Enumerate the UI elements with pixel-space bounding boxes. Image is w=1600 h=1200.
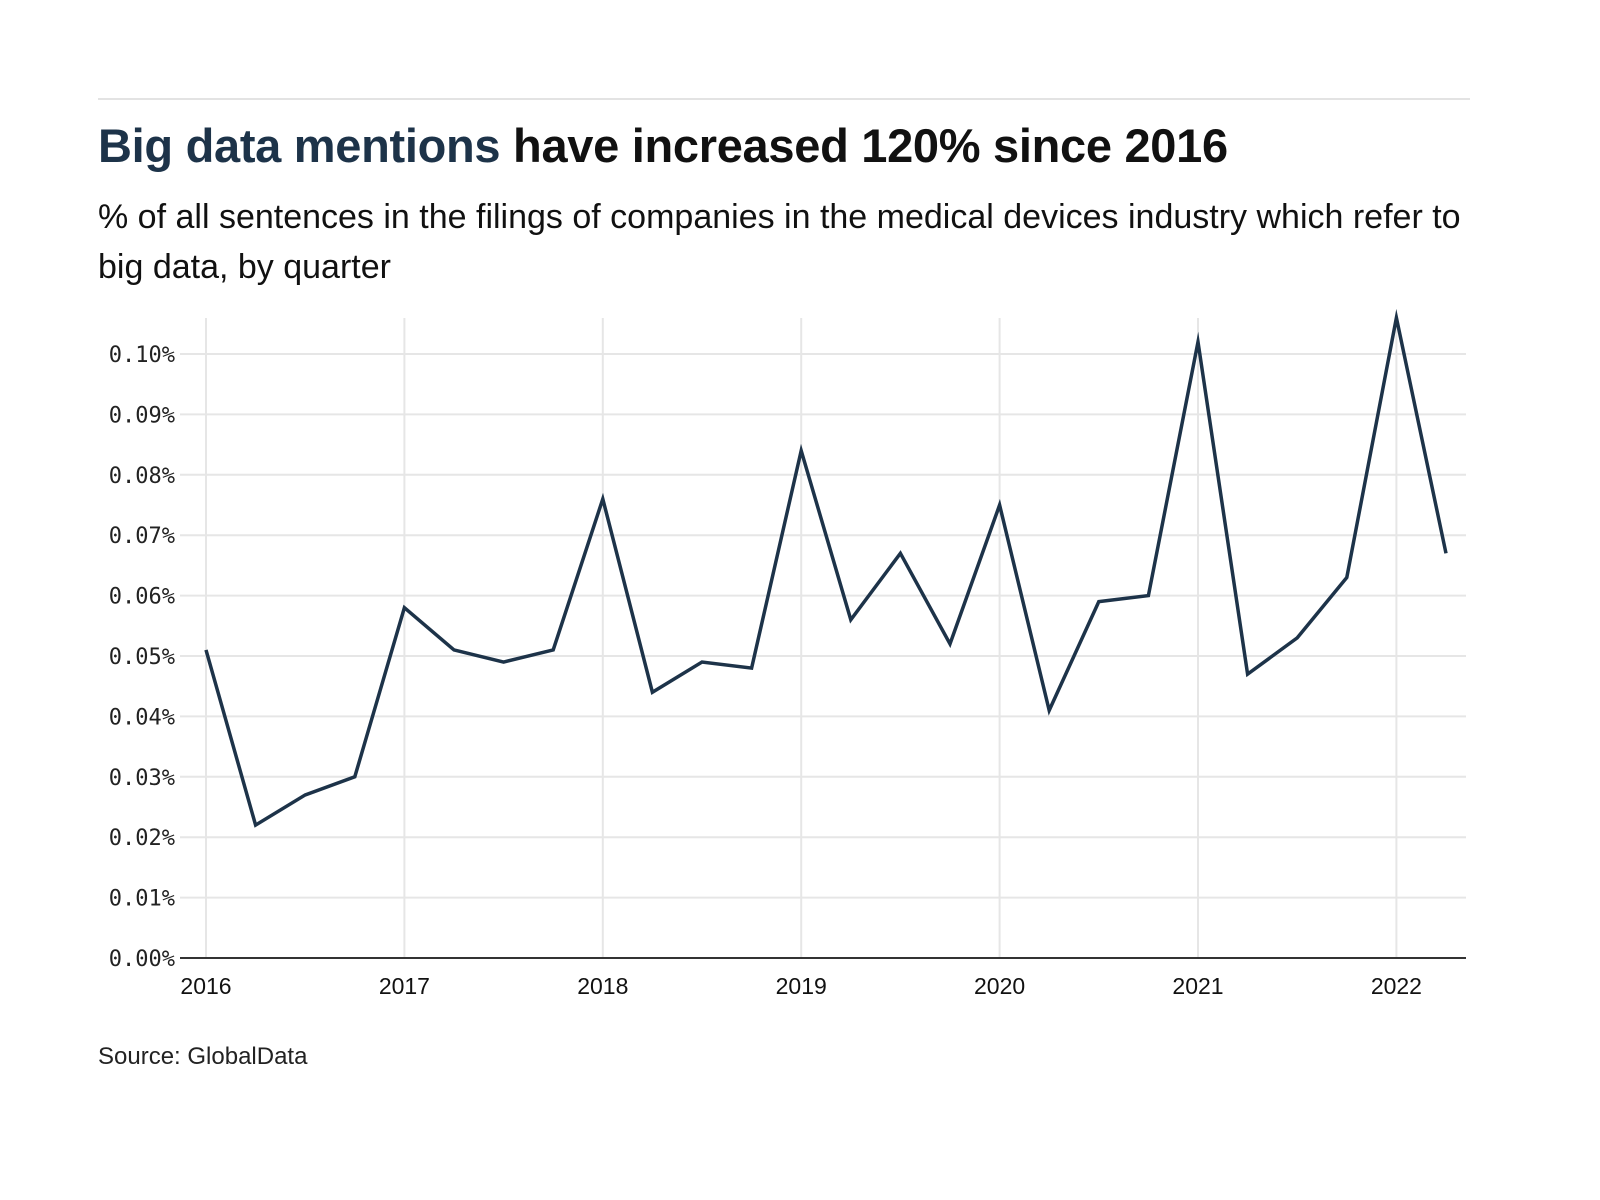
data-point bbox=[204, 648, 208, 652]
y-tick-label: 0.02% bbox=[109, 826, 175, 851]
y-tick-label: 0.07% bbox=[109, 524, 175, 549]
x-tick-label: 2022 bbox=[1371, 973, 1422, 999]
y-tick-label: 0.04% bbox=[109, 705, 175, 730]
data-point bbox=[650, 690, 654, 694]
y-tick-label: 0.08% bbox=[109, 464, 175, 489]
y-tick-label: 0.01% bbox=[109, 887, 175, 912]
title-rest: have increased 120% since 2016 bbox=[500, 119, 1228, 172]
series-group bbox=[204, 308, 1448, 828]
x-tick-label: 2017 bbox=[379, 973, 430, 999]
x-axis-ticks: 2016 2017 2018 2019 2020 2021 2022 bbox=[180, 973, 1422, 999]
data-point bbox=[303, 793, 307, 797]
x-tick-label: 2018 bbox=[577, 973, 628, 999]
data-point bbox=[1444, 551, 1448, 555]
chart-title: Big data mentions have increased 120% si… bbox=[98, 118, 1228, 173]
data-point bbox=[601, 497, 605, 501]
y-tick-label: 0.09% bbox=[109, 403, 175, 428]
series-line bbox=[204, 308, 1448, 828]
x-tick-label: 2019 bbox=[776, 973, 827, 999]
data-point bbox=[502, 660, 506, 664]
data-point bbox=[1295, 636, 1299, 640]
top-divider bbox=[98, 98, 1470, 100]
y-tick-label: 0.06% bbox=[109, 585, 175, 610]
data-point bbox=[998, 503, 1002, 507]
y-tick-label: 0.05% bbox=[109, 645, 175, 670]
y-gridlines bbox=[180, 353, 1466, 899]
data-point bbox=[1146, 594, 1150, 598]
source-note: Source: GlobalData bbox=[98, 1043, 308, 1070]
data-point bbox=[898, 551, 902, 555]
y-tick-label: 0.03% bbox=[109, 766, 175, 791]
chart-subtitle: % of all sentences in the filings of com… bbox=[98, 198, 1461, 286]
y-axis-ticks: 0.00% 0.01% 0.02% 0.03% 0.04% 0.05% 0.06% 0.07%… bbox=[109, 343, 175, 972]
data-point bbox=[254, 823, 258, 827]
title-highlight: Big data mentions bbox=[98, 119, 501, 172]
data-point bbox=[1345, 575, 1349, 579]
data-point bbox=[452, 648, 456, 652]
data-point bbox=[799, 449, 803, 453]
data-point bbox=[1196, 340, 1200, 344]
data-point bbox=[849, 618, 853, 622]
data-point bbox=[551, 648, 555, 652]
data-point bbox=[402, 606, 406, 610]
x-tick-label: 2021 bbox=[1172, 973, 1223, 999]
data-point bbox=[1246, 672, 1250, 676]
x-tick-label: 2016 bbox=[180, 973, 231, 999]
x-gridlines bbox=[205, 318, 1398, 958]
data-point bbox=[1047, 708, 1051, 712]
y-tick-label: 0.10% bbox=[109, 343, 175, 368]
data-point bbox=[1394, 316, 1398, 320]
data-point bbox=[1097, 600, 1101, 604]
y-tick-label: 0.00% bbox=[109, 947, 175, 972]
data-point bbox=[700, 660, 704, 664]
data-point bbox=[353, 775, 357, 779]
data-point bbox=[948, 642, 952, 646]
data-point bbox=[750, 666, 754, 670]
x-tick-label: 2020 bbox=[974, 973, 1025, 999]
